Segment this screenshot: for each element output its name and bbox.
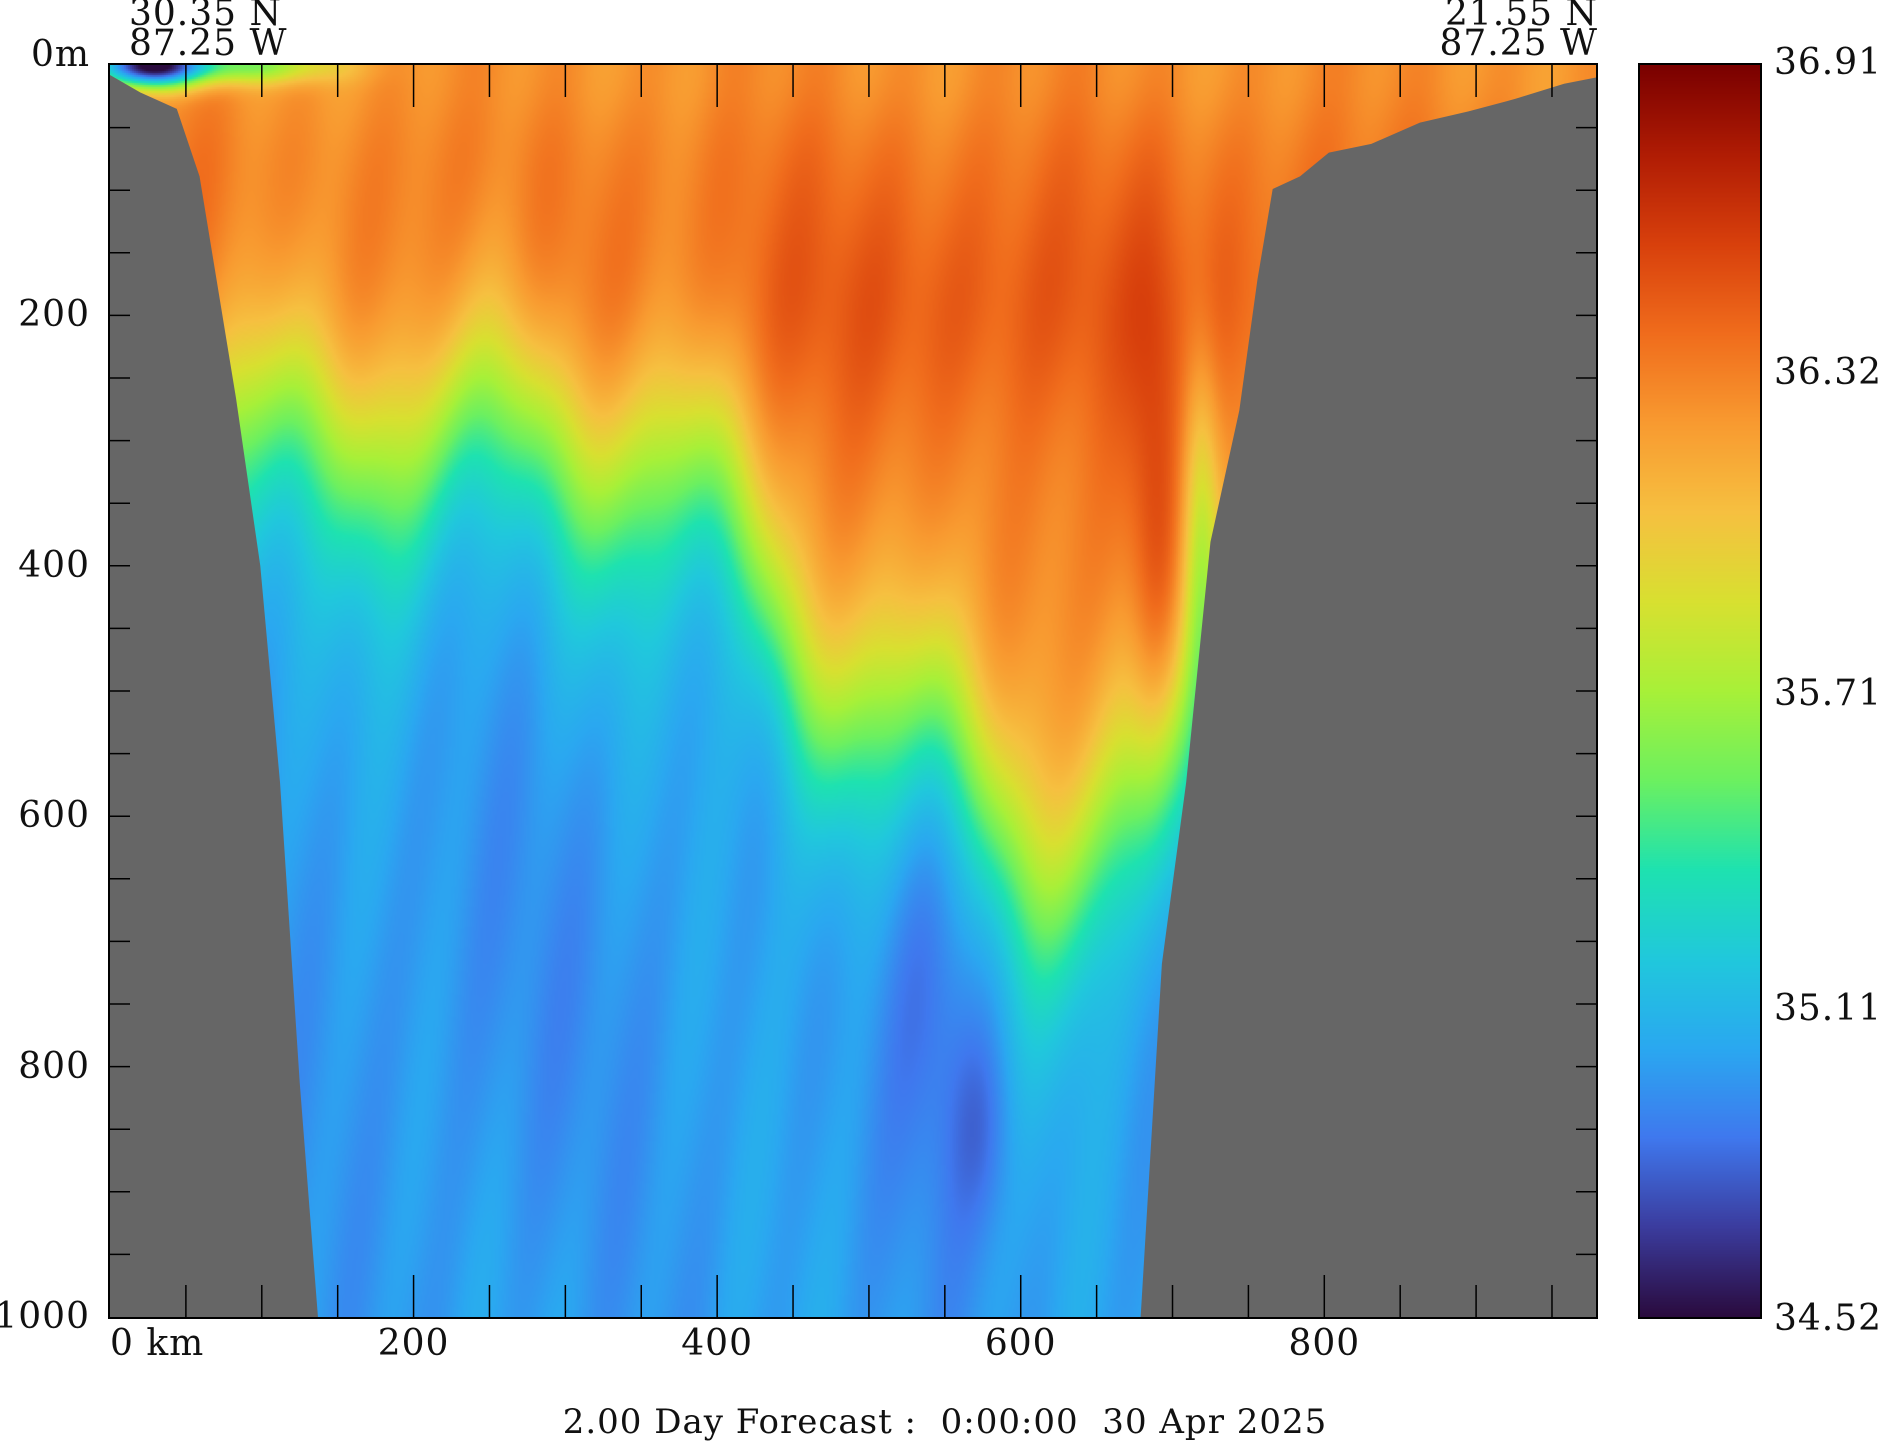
x-tick-label: 200 — [377, 1323, 450, 1364]
end-lat: 21.55 N — [1444, 0, 1598, 34]
plot-overlay — [110, 65, 1596, 1317]
x-tick-label: 400 — [681, 1323, 753, 1364]
colorbar-label: 36.32 — [1774, 352, 1883, 394]
y-tick-label: 600 — [18, 795, 90, 837]
end-lon: 87.25 W — [1439, 23, 1598, 64]
land-left — [110, 65, 318, 1317]
start-lat: 30.35 N — [129, 0, 283, 34]
x-tick-label: 800 — [1288, 1323, 1361, 1364]
colorbar-label: 36.91 — [1774, 42, 1883, 83]
y-tick-label: 1000 — [0, 1296, 90, 1337]
land-right — [1140, 65, 1596, 1317]
y-tick-label: 400 — [18, 544, 90, 586]
start-lon: 87.25 W — [129, 23, 288, 64]
y-tick-label: 200 — [18, 294, 90, 336]
colorbar-label: 35.71 — [1774, 672, 1883, 714]
y-tick-label: 800 — [18, 1045, 90, 1087]
x-tick-label: 600 — [984, 1323, 1057, 1364]
colorbar-label: 35.11 — [1774, 987, 1883, 1029]
y-tick-label: 0m — [30, 34, 90, 75]
x-tick-label: 0 km — [110, 1323, 205, 1364]
colorbar-label: 34.52 — [1774, 1298, 1883, 1339]
section-plot — [108, 63, 1598, 1319]
colorbar-gradient — [1640, 65, 1760, 1317]
colorbar — [1638, 63, 1762, 1319]
chart-title: 2.00 Day Forecast : 0:00:00 30 Apr 2025 — [562, 1402, 1328, 1442]
